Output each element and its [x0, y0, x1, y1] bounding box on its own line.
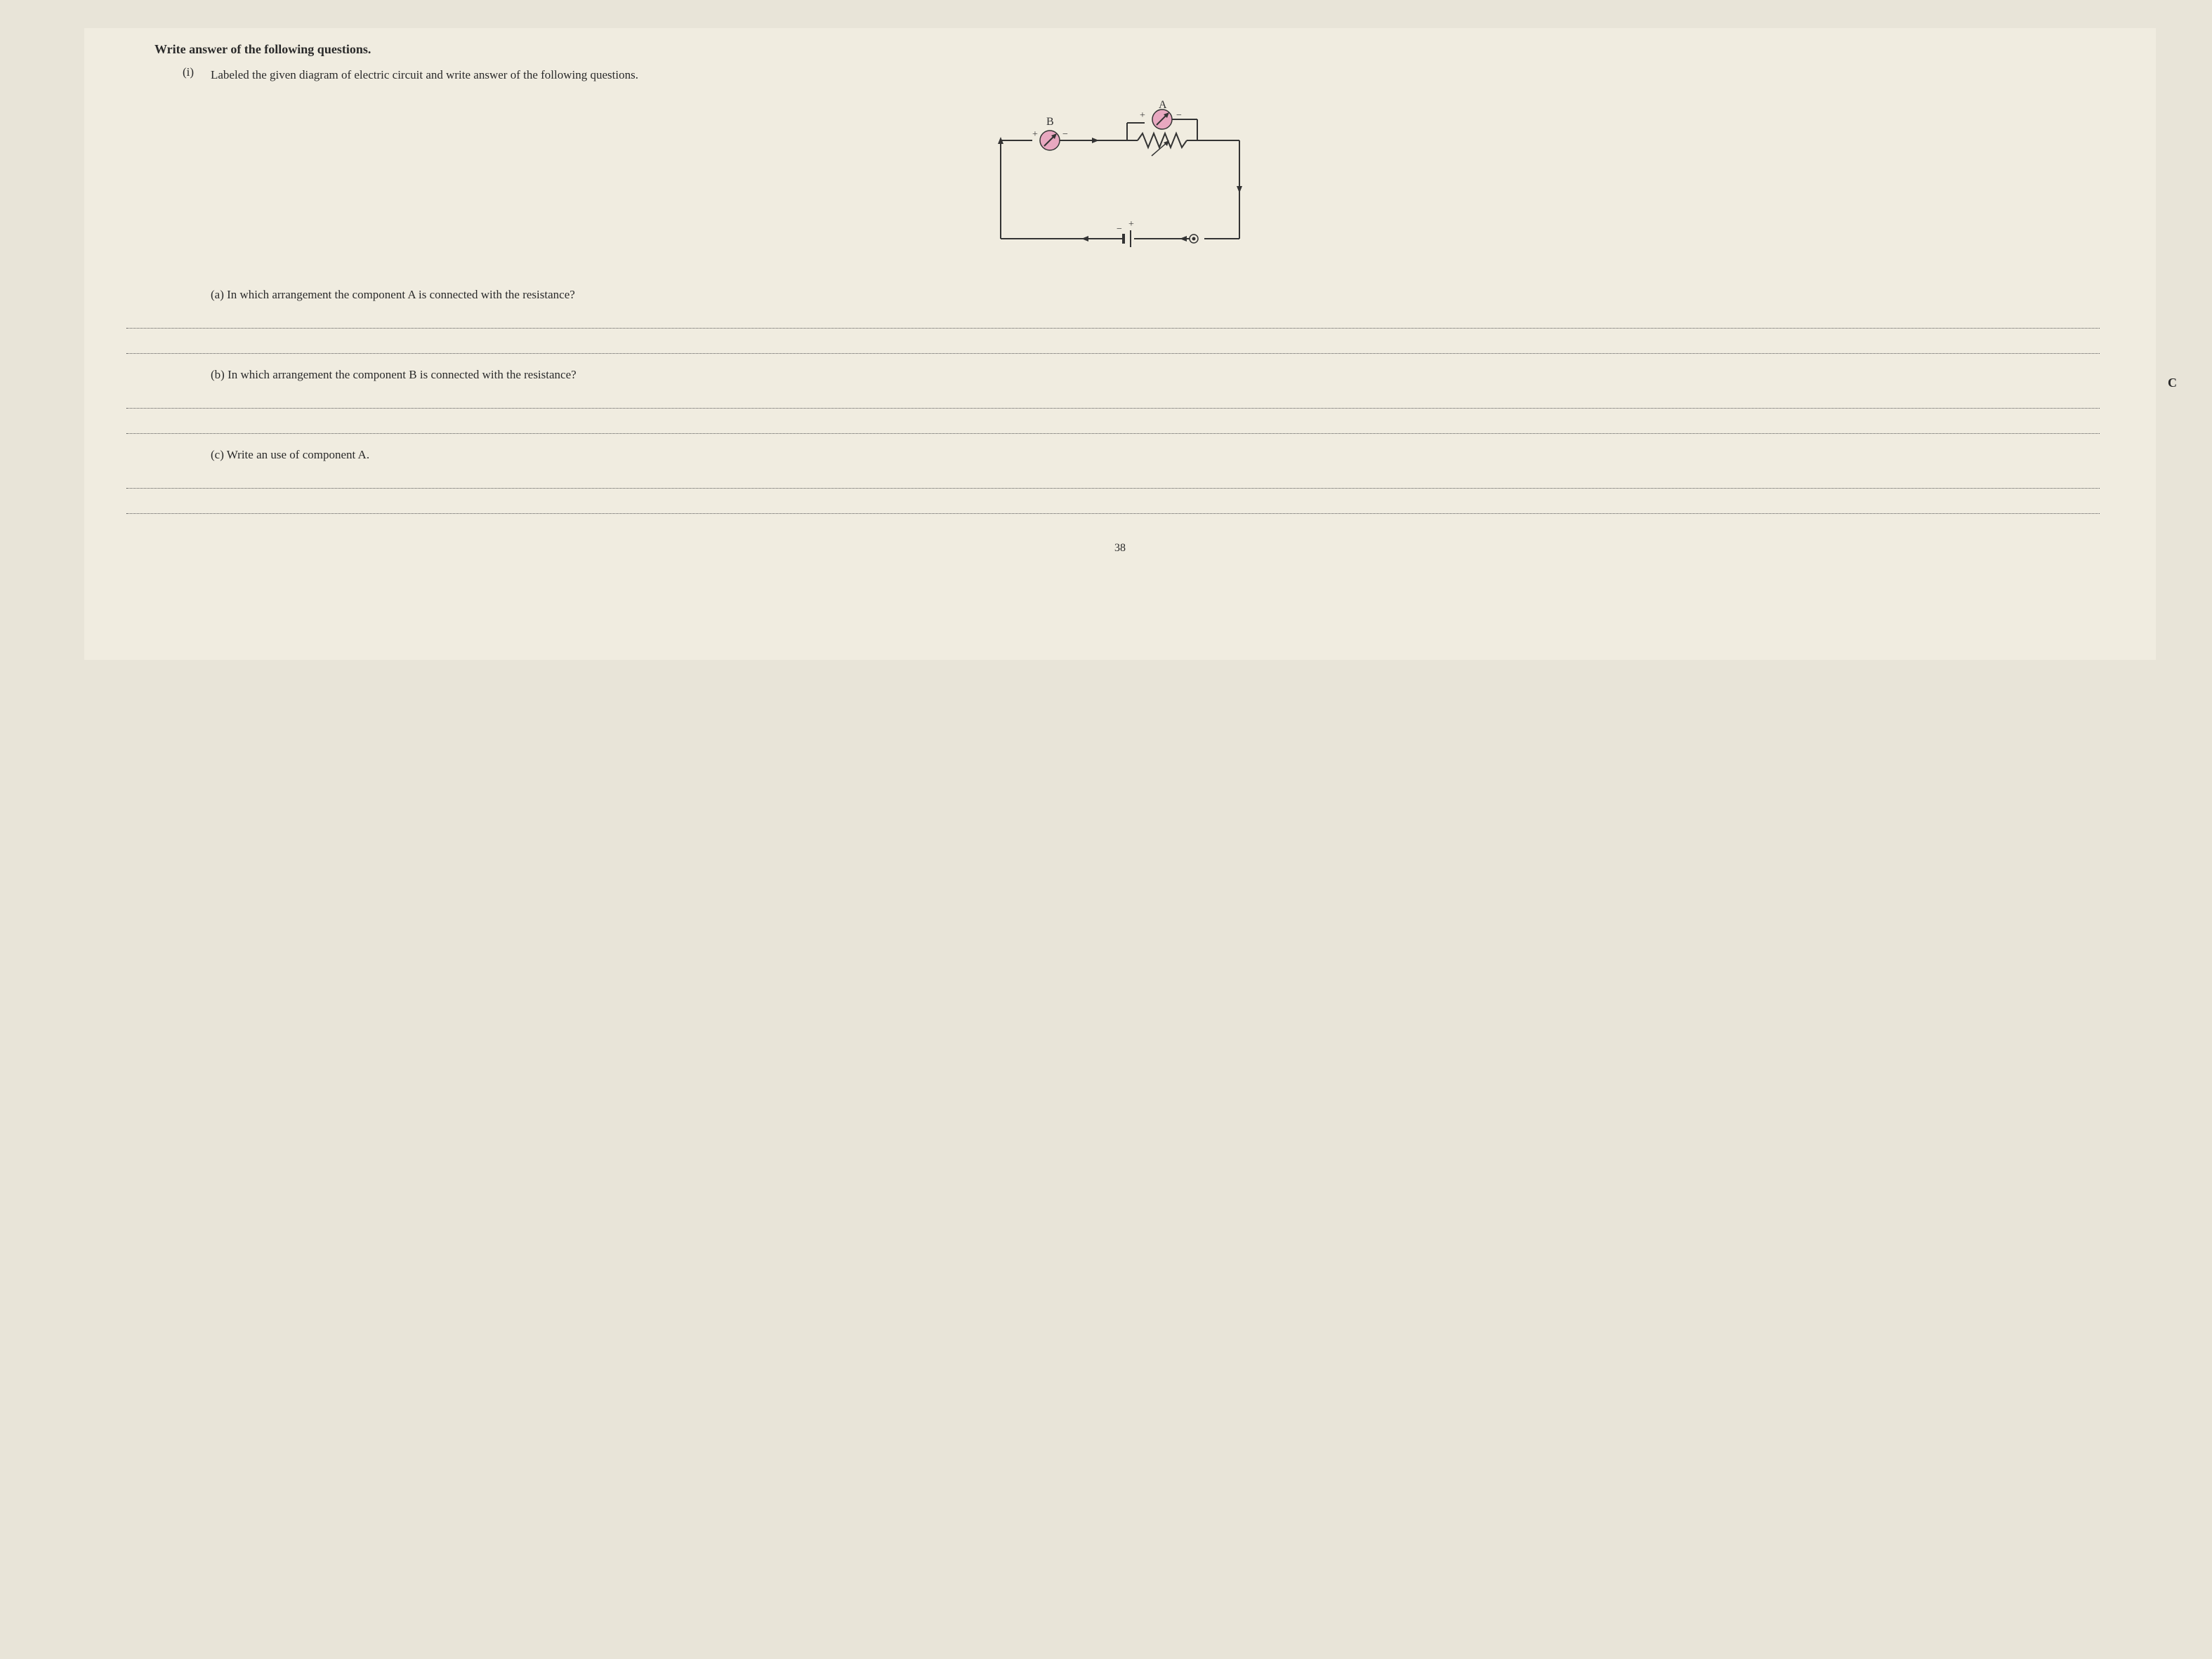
answer-line: [126, 334, 2100, 354]
answer-line: [126, 494, 2100, 514]
circuit-diagram: + − B + − A: [973, 98, 1268, 267]
worksheet-page: Write answer of the following questions.…: [84, 28, 2156, 660]
battery-plus-label: +: [1128, 219, 1134, 230]
question-text: Labeled the given diagram of electric ci…: [211, 65, 2128, 84]
answer-line: [126, 389, 2100, 409]
subquestion-b: (b) In which arrangement the component B…: [211, 368, 2100, 382]
meter-b-minus-label: −: [1062, 129, 1068, 140]
subquestion-c: (c) Write an use of component A.: [211, 448, 2100, 462]
circuit-diagram-container: + − B + − A: [112, 98, 2128, 267]
meter-a-label: A: [1159, 99, 1167, 111]
answer-line: [126, 309, 2100, 329]
meter-b-label: B: [1046, 116, 1054, 128]
answer-line: [126, 469, 2100, 489]
main-heading: Write answer of the following questions.: [154, 42, 2128, 57]
page-number: 38: [112, 542, 2128, 555]
subquestion-a: (a) In which arrangement the component A…: [211, 288, 2100, 302]
meter-b-plus-label: +: [1032, 129, 1038, 140]
answer-line: [126, 414, 2100, 434]
question-row: (i) Labeled the given diagram of electri…: [183, 65, 2128, 84]
meter-a-plus-label: +: [1140, 110, 1145, 121]
question-number: (i): [183, 65, 211, 84]
battery-minus-label: −: [1117, 224, 1122, 234]
right-margin-letter: C: [2168, 376, 2177, 390]
